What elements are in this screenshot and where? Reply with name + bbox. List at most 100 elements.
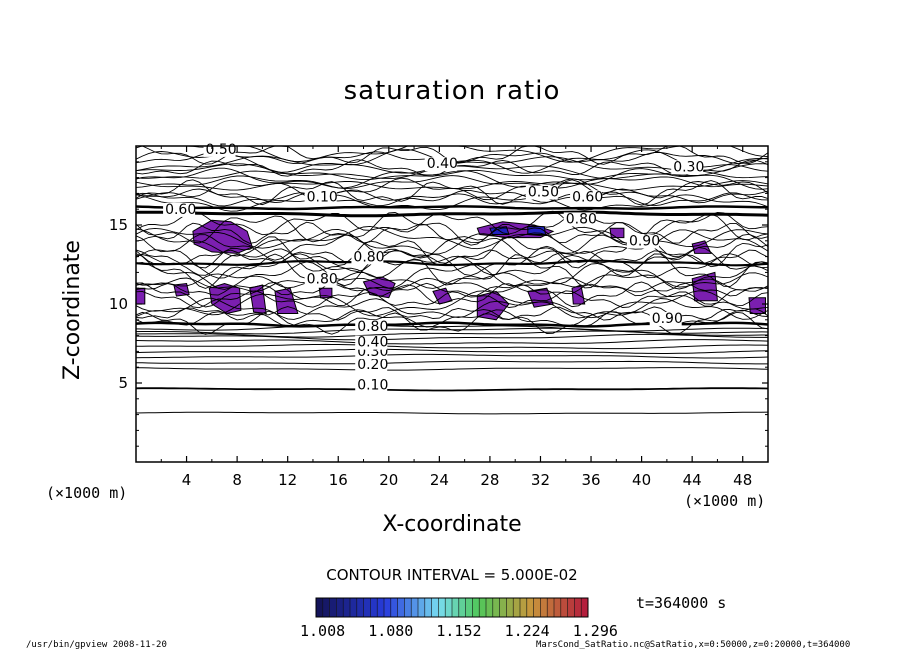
colorbar-cell [316,598,323,617]
contour-label: 0.30 [673,159,704,175]
x-tick-label: 36 [581,471,600,489]
contour-label: 0.80 [566,211,597,227]
contour-label: 0.60 [165,202,196,218]
colorbar-cell [424,598,432,617]
contour-label: 0.40 [357,335,388,351]
colorbar-cell [438,598,446,617]
colorbar-tick-label: 1.224 [504,622,550,640]
contour-label-bg [163,202,196,217]
colorbar-cell [574,598,582,617]
contour-line [135,261,769,290]
x-tick-label: 28 [480,471,499,489]
contour-line [135,180,769,191]
colorbar-cell [343,598,350,617]
contour-label: 0.50 [528,185,559,201]
contour-line [135,272,769,289]
contour-label: 0.80 [307,271,338,287]
contour-line [135,282,769,297]
contour-line [135,233,769,261]
x-tick-label: 20 [379,471,398,489]
y-tick-label: 15 [109,216,128,234]
contour-label-bg [671,160,704,175]
x-tick-label: 12 [278,471,297,489]
x-tick-label: 48 [733,471,752,489]
contour-line [135,367,769,371]
colorbar-tick-labels: 1.008 1.080 1.152 1.224 1.296 [300,622,632,640]
colorbar-cell [513,598,520,617]
contour-line [135,281,769,308]
colorbar-cell [506,598,514,617]
contour-label-bg [355,378,388,393]
colorbar-cell [479,598,486,617]
contour-label-bg [570,190,603,205]
colorbar [315,597,589,618]
chart-title: saturation ratio [343,76,561,106]
contour-label: 0.20 [357,357,388,373]
contour-label-bg [563,212,596,227]
colorbar-tick-label: 1.296 [572,622,618,640]
contour-label: 0.60 [572,189,603,205]
contour-label-bg [525,185,558,200]
colorbar-cell [445,598,452,617]
supersaturated-region [208,282,242,315]
colorbar-cell [350,598,357,617]
y-ticks: 5 10 15 [109,161,768,447]
contour-line [135,175,769,189]
x-unit-left: (×1000 m) [46,484,128,502]
contour-line [135,360,768,365]
contour-line [135,167,769,190]
colorbar-frame [315,597,589,618]
y-tick-label: 10 [109,295,128,313]
contour-label: 0.10 [307,189,338,205]
colorbar-cell [336,598,344,617]
contour-line [135,387,769,392]
colorbar-cell [581,598,588,617]
colorbar-cell [486,598,493,617]
contour-line [135,225,769,250]
supersaturated-region [609,227,625,239]
contour-line [135,253,769,279]
contour-line [135,324,769,332]
x-tick-label: 40 [632,471,651,489]
colorbar-cell [492,598,500,617]
supersaturated-region [748,297,766,314]
contour-label-bg [304,272,337,287]
x-tick-label: 16 [329,471,348,489]
y-tick-label: 5 [118,374,128,392]
contour-label: 0.80 [353,249,384,265]
contour-label-bg [424,157,457,172]
contour-label: 0.90 [652,311,683,327]
colorbar-cell [384,598,391,617]
contour-line [135,253,769,289]
x-tick-label: 4 [182,471,192,489]
contour-line [135,339,769,345]
colorbar-tick-label: 1.080 [368,622,414,640]
contour-line [135,353,769,359]
colorbar-cell [377,598,384,617]
contour-label-bg [355,319,388,334]
contour-line [135,411,769,415]
x-axis-label: X-coordinate [382,512,522,537]
contour-line [135,297,769,320]
contour-line [135,290,769,309]
supersaturated-region [135,287,146,305]
contour-label-bg [304,190,337,205]
contour-label: 0.50 [206,142,237,158]
contour-label: 0.90 [629,234,660,250]
colorbar-cell [397,598,405,617]
colorbar-cell [370,598,378,617]
contour-label-bg [649,311,682,326]
x-ticks: 4 8 12 16 20 24 28 32 36 40 44 48 [160,146,752,489]
colorbar-cell [329,598,337,617]
colorbar-tick-label: 1.152 [436,622,482,640]
colorbar-cell [526,598,534,617]
contour-label-bg [355,357,388,372]
contour-line [135,194,769,212]
colorbar-cell [547,598,554,617]
time-label: t=364000 s [636,594,727,612]
contour-label-bg [351,250,384,265]
colorbar-cell [356,598,364,617]
contour-label: 0.10 [357,377,388,393]
x-tick-label: 44 [683,471,702,489]
